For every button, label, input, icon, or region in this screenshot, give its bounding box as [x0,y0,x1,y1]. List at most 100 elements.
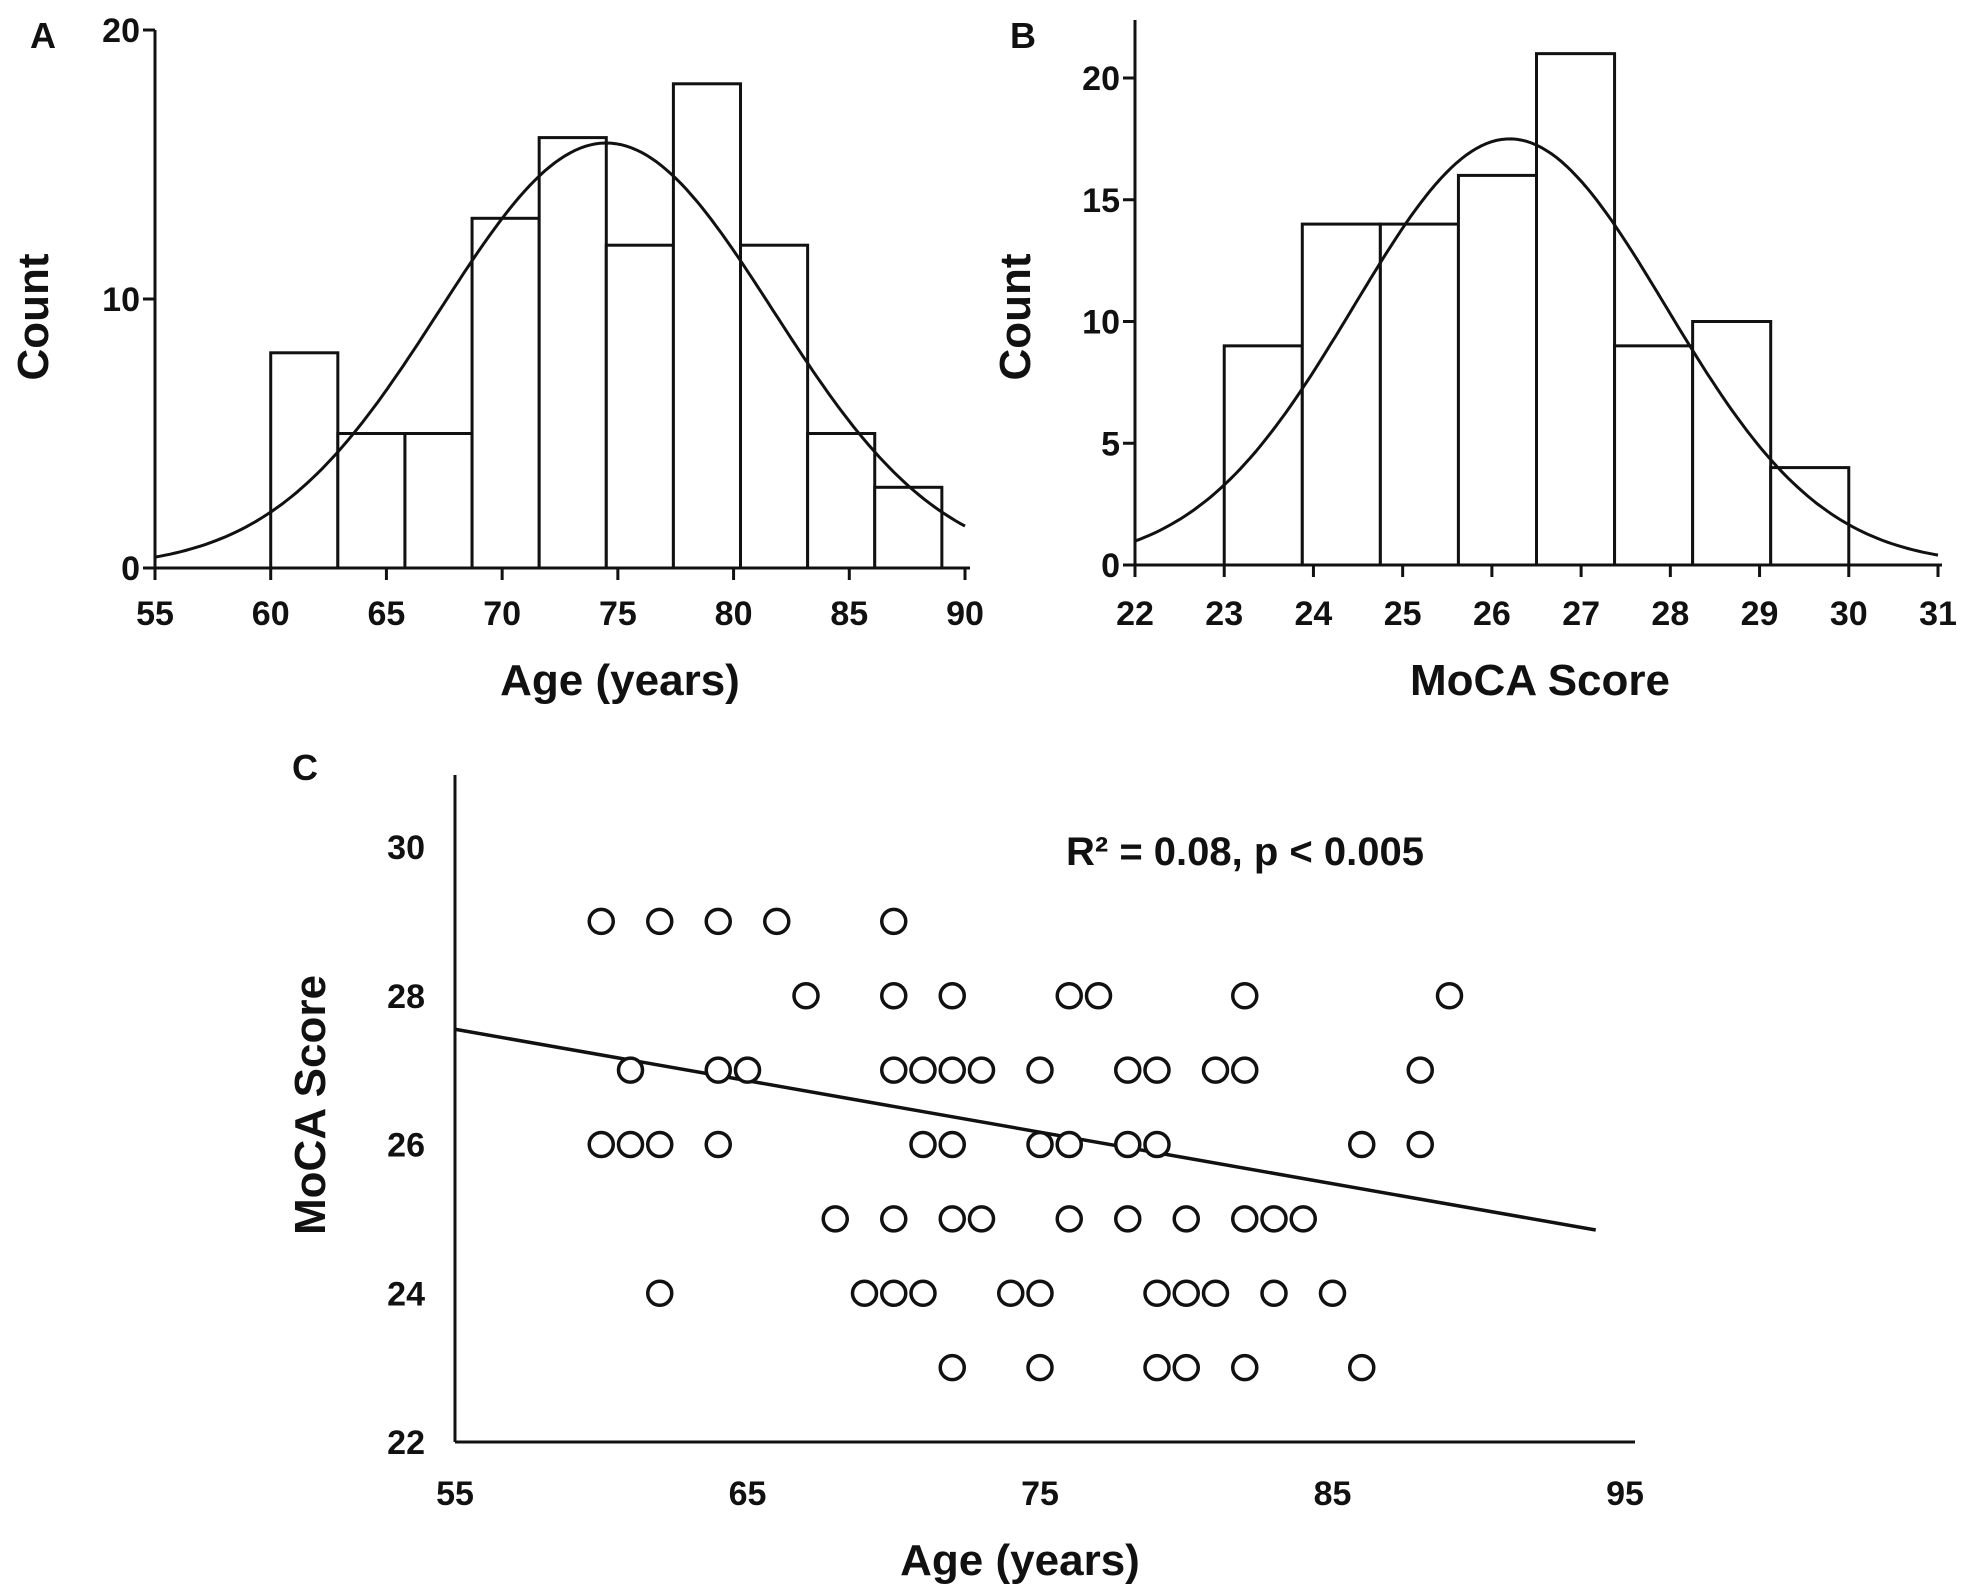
panel-a-bar-2 [336,432,407,570]
panel-a-y-tick-label: 0 [121,550,140,588]
panel-c-data-point [587,907,615,936]
panel-b-x-tick-label: 24 [1295,595,1333,633]
panel-b-x-tick-label: 26 [1473,595,1511,633]
panel-a-x-tick-label: 60 [252,595,290,633]
panel-c-y-tick-label: 28 [387,978,425,1016]
panel-a-bar-3 [403,432,474,570]
panel-c-data-point [1435,982,1464,1010]
panel-c-data-point [704,907,732,936]
panel-a-y-tick-label: 20 [102,12,140,50]
panel-c-x-tick-label: 95 [1606,1475,1644,1513]
panel-a-bar-1 [269,351,340,570]
panel-c-data-point [1026,1279,1054,1307]
panel-c-data-point [704,1130,732,1159]
panel-c-data-point [1318,1279,1347,1307]
panel-c-data-point [938,1130,966,1159]
panel-b-letter: B [1010,15,1036,56]
panel-b-bar-5 [1535,52,1617,567]
panel-a-bar-7 [671,82,743,570]
panel-c-data-point [1026,1353,1054,1382]
panel-c-data-point [1026,1056,1054,1084]
panel-a-bar-6 [604,243,675,570]
panel-b-bar-6 [1613,344,1695,567]
panel-a-bar-4 [470,216,541,570]
panel-b-bar-1 [1222,344,1304,567]
panel-c-data-point [1406,1130,1434,1159]
panel-c-data-point [1055,1130,1083,1159]
panel-c-y-tick-label: 26 [387,1127,425,1165]
panel-b-x-tick-label: 23 [1205,595,1243,633]
panel-c-data-point [1231,1205,1259,1233]
panel-c-data-point [1231,1056,1259,1084]
panel-c-data-point [880,1279,908,1307]
panel-c-data-point [938,1056,966,1084]
panel-c-data-point [1143,1130,1171,1159]
panel-c-data-point [1231,1353,1259,1382]
panel-c-data-point [1231,982,1259,1010]
panel-b-bar-7 [1691,320,1773,567]
panel-b-normal-curve [1134,137,1939,557]
panel-c-data-point [909,1279,937,1307]
panel-c-data-point [997,1279,1025,1307]
panel-b-y-tick-label: 0 [1101,547,1120,585]
panel-c-data-point [616,1056,645,1084]
panel-c-data-point [1143,1056,1171,1084]
panel-c-data-point [616,1130,645,1159]
panel-a-x-tick-label: 75 [599,595,637,633]
panel-a-normal-curve [154,141,966,559]
panel-c-x-axis-title: Age (years) [900,1536,1140,1585]
panel-b-x-tick-label: 22 [1116,595,1154,633]
panel-c-data-point [1289,1205,1317,1233]
panel-c-data-point [1055,1205,1083,1233]
panel-c-data-point [1172,1279,1200,1307]
panel-c-y-axis-title: MoCA Score [286,975,335,1235]
panel-c-x-tick-label: 75 [1021,1475,1059,1513]
panel-a-bar-9 [806,432,877,570]
panel-b-y-axis-title: Count [991,253,1040,380]
panel-c-x-tick-label: 85 [1314,1475,1352,1513]
panel-a-x-tick-label: 80 [715,595,753,633]
panel-c-y-tick-label: 22 [387,1424,425,1462]
panel-c-data-point [850,1279,879,1307]
panel-a-bar-5 [537,136,608,570]
panel-c-y-tick-label: 30 [387,829,425,867]
panel-b-y-tick-label: 5 [1101,425,1120,463]
panel-c-data-point [909,1056,937,1084]
panel-c-data-point [646,1130,674,1159]
panel-c-x-tick-label: 65 [729,1475,767,1513]
panel-b-y-tick-label: 10 [1082,304,1120,342]
panel-c-data-point [1026,1130,1054,1159]
panel-c-data-point [880,907,908,936]
panel-c-data-point [587,1130,615,1159]
panel-a-bar-8 [739,243,810,570]
panel-b-y-tick-label: 20 [1082,60,1120,98]
panel-c-data-point [880,1205,908,1233]
panel-c-data-point [1143,1353,1171,1382]
panel-a-x-tick-label: 85 [830,595,868,633]
panel-c-data-point [880,1056,908,1084]
panel-b-y-tick-label: 15 [1082,182,1120,220]
panel-c-data-point [646,1279,674,1307]
panel-c-data-point [938,1353,966,1382]
panel-a-x-tick-label: 70 [483,595,521,633]
panel-c-data-point [792,982,820,1010]
panel-c-data-point [1348,1353,1376,1382]
panel-b-x-tick-label: 27 [1562,595,1600,633]
panel-c-data-point [1260,1205,1288,1233]
panel-c-data-point [967,1205,996,1233]
panel-a-y-axis-title: Count [9,253,58,380]
panel-a-bar-10 [873,485,944,570]
panel-c-scatter-age-moca: C MoCA Score Age (years) R² = 0.08, p < … [286,747,1644,1585]
panel-c-data-point [1172,1353,1200,1382]
panel-a-x-tick-label: 65 [368,595,406,633]
panel-a-letter: A [30,15,56,56]
panel-c-data-point [1201,1056,1230,1084]
panel-a-x-tick-label: 90 [946,595,984,633]
panel-c-data-point [1348,1130,1376,1159]
panel-c-data-point [1260,1279,1288,1307]
panel-c-data-point [909,1130,937,1159]
panel-c-data-point [1114,1056,1142,1084]
panel-b-x-tick-label: 29 [1741,595,1779,633]
panel-b-bar-4 [1456,173,1538,567]
panel-a-histogram-age: A Count Age (years) 55 60 65 70 75 80 85 90 0 10… [9,12,984,705]
